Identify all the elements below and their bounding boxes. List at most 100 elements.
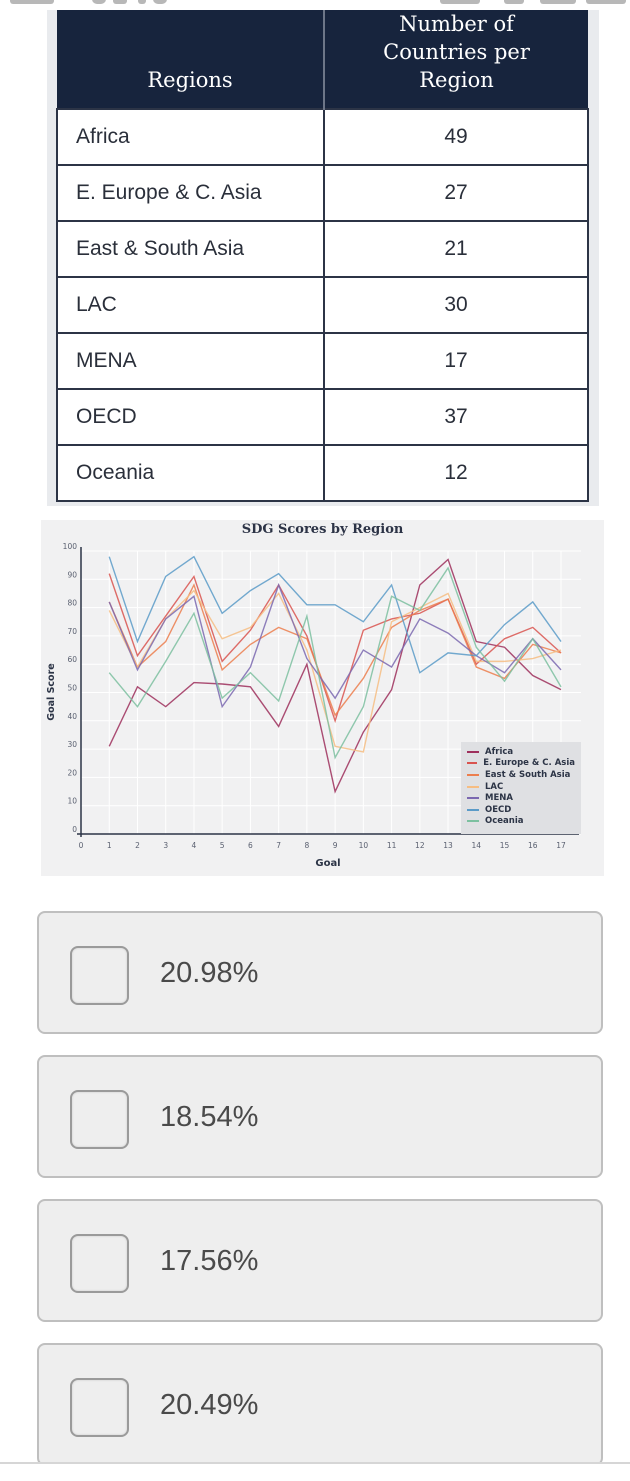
country-count: 37 xyxy=(323,388,589,446)
wifi-icon xyxy=(504,0,524,4)
option-label: 20.98% xyxy=(160,957,259,989)
x-axis-title: Goal xyxy=(315,858,340,869)
header-line: Countries per xyxy=(383,40,530,64)
region-name: LAC xyxy=(56,276,325,334)
status-icon xyxy=(138,0,146,4)
legend-item[interactable]: LAC xyxy=(467,781,575,793)
x-tick-label: 5 xyxy=(220,841,225,850)
y-tick-label: 40 xyxy=(67,712,77,721)
answer-option[interactable]: 17.56% xyxy=(37,1199,603,1322)
x-tick-label: 8 xyxy=(304,841,309,850)
table-row: LAC 30 xyxy=(56,276,589,334)
checkbox[interactable] xyxy=(70,1378,129,1437)
x-tick-label: 10 xyxy=(359,841,369,850)
legend-label: Oceania xyxy=(485,816,524,827)
sdg-line-chart: 0 10 20 30 40 50 60 70 80 90 100 0 1 2 3 4 5 6 7 8 9 10 11 12 13… xyxy=(41,520,604,876)
region-name: Africa xyxy=(56,108,325,166)
chart-legend: Africa E. Europe & C. Asia East & South As… xyxy=(461,742,581,834)
y-tick-label: 30 xyxy=(67,740,77,749)
header-line: Number of xyxy=(399,12,514,36)
bottom-bar xyxy=(0,1464,630,1481)
legend-item[interactable]: E. Europe & C. Asia xyxy=(467,758,575,770)
legend-swatch-icon xyxy=(467,797,479,800)
x-tick-label: 0 xyxy=(79,841,84,850)
legend-swatch-icon xyxy=(467,820,479,823)
status-icon xyxy=(113,0,127,4)
region-name: E. Europe & C. Asia xyxy=(56,164,325,222)
regions-table: Regions Number of Countries per Region A… xyxy=(56,10,589,502)
y-tick-label: 10 xyxy=(67,797,77,806)
legend-label: Africa xyxy=(485,746,514,757)
checkbox[interactable] xyxy=(70,946,129,1005)
x-tick-label: 4 xyxy=(192,841,197,850)
header-country-count: Number of Countries per Region xyxy=(324,10,588,109)
table-row: E. Europe & C. Asia 27 xyxy=(56,164,589,222)
x-tick-label: 15 xyxy=(500,841,510,850)
signal-icon xyxy=(540,0,576,4)
country-count: 49 xyxy=(323,108,589,166)
legend-swatch-icon xyxy=(467,808,479,811)
x-tick-label: 1 xyxy=(107,841,112,850)
region-name: East & South Asia xyxy=(56,220,325,278)
y-tick-label: 70 xyxy=(67,627,77,636)
legend-label: OECD xyxy=(485,804,512,815)
country-count: 17 xyxy=(323,332,589,390)
x-tick-label: 14 xyxy=(472,841,482,850)
x-tick-label: 11 xyxy=(387,841,397,850)
header-line: Regions xyxy=(147,68,233,92)
y-tick-label: 20 xyxy=(67,768,77,777)
legend-item[interactable]: MENA xyxy=(467,792,575,804)
answer-option[interactable]: 20.49% xyxy=(37,1343,603,1466)
x-tick-label: 9 xyxy=(333,841,338,850)
header-line: Region xyxy=(419,68,494,92)
country-count: 27 xyxy=(323,164,589,222)
series-line xyxy=(108,566,562,760)
status-icon xyxy=(92,0,106,4)
checkbox[interactable] xyxy=(70,1234,129,1293)
legend-label: East & South Asia xyxy=(485,769,571,780)
battery-icon xyxy=(586,0,626,4)
table-row: Oceania 12 xyxy=(56,444,589,502)
y-tick-label: 50 xyxy=(67,684,77,693)
answer-option[interactable]: 20.98% xyxy=(37,911,603,1034)
y-tick-label: 60 xyxy=(67,655,77,664)
x-tick-label: 7 xyxy=(276,841,281,850)
x-tick-label: 2 xyxy=(135,841,140,850)
legend-item[interactable]: OECD xyxy=(467,804,575,816)
checkbox[interactable] xyxy=(70,1090,129,1149)
legend-swatch-icon xyxy=(467,785,479,788)
legend-item[interactable]: East & South Asia xyxy=(467,769,575,781)
legend-item[interactable]: Oceania xyxy=(467,816,575,828)
x-tick-label: 13 xyxy=(443,841,453,850)
divider xyxy=(0,1462,630,1464)
legend-label: LAC xyxy=(485,781,504,792)
region-name: MENA xyxy=(56,332,325,390)
legend-swatch-icon xyxy=(467,773,479,776)
x-tick-label: 3 xyxy=(163,841,168,850)
country-count: 21 xyxy=(323,220,589,278)
status-icon xyxy=(10,0,54,4)
y-tick-label: 100 xyxy=(63,542,78,551)
option-label: 17.56% xyxy=(160,1245,259,1277)
country-count: 30 xyxy=(323,276,589,334)
answer-options: 20.98% 18.54% 17.56% 20.49% xyxy=(37,911,603,1481)
y-tick-label: 90 xyxy=(67,570,77,579)
x-tick-label: 17 xyxy=(556,841,566,850)
y-axis-title: Goal Score xyxy=(46,663,57,720)
answer-option[interactable]: 18.54% xyxy=(37,1055,603,1178)
legend-swatch-icon xyxy=(467,750,479,753)
table-row: Africa 49 xyxy=(56,108,589,166)
legend-item[interactable]: Africa xyxy=(467,746,575,758)
x-tick-label: 12 xyxy=(415,841,425,850)
x-tick-label: 16 xyxy=(528,841,538,850)
x-tick-label: 6 xyxy=(248,841,253,850)
series-line xyxy=(108,582,562,709)
option-label: 20.49% xyxy=(160,1389,259,1421)
legend-label: E. Europe & C. Asia xyxy=(483,758,575,769)
region-name: Oceania xyxy=(56,444,325,502)
series-line xyxy=(108,558,562,794)
series-line xyxy=(108,555,562,674)
status-bar xyxy=(0,0,630,10)
legend-swatch-icon xyxy=(467,762,478,765)
